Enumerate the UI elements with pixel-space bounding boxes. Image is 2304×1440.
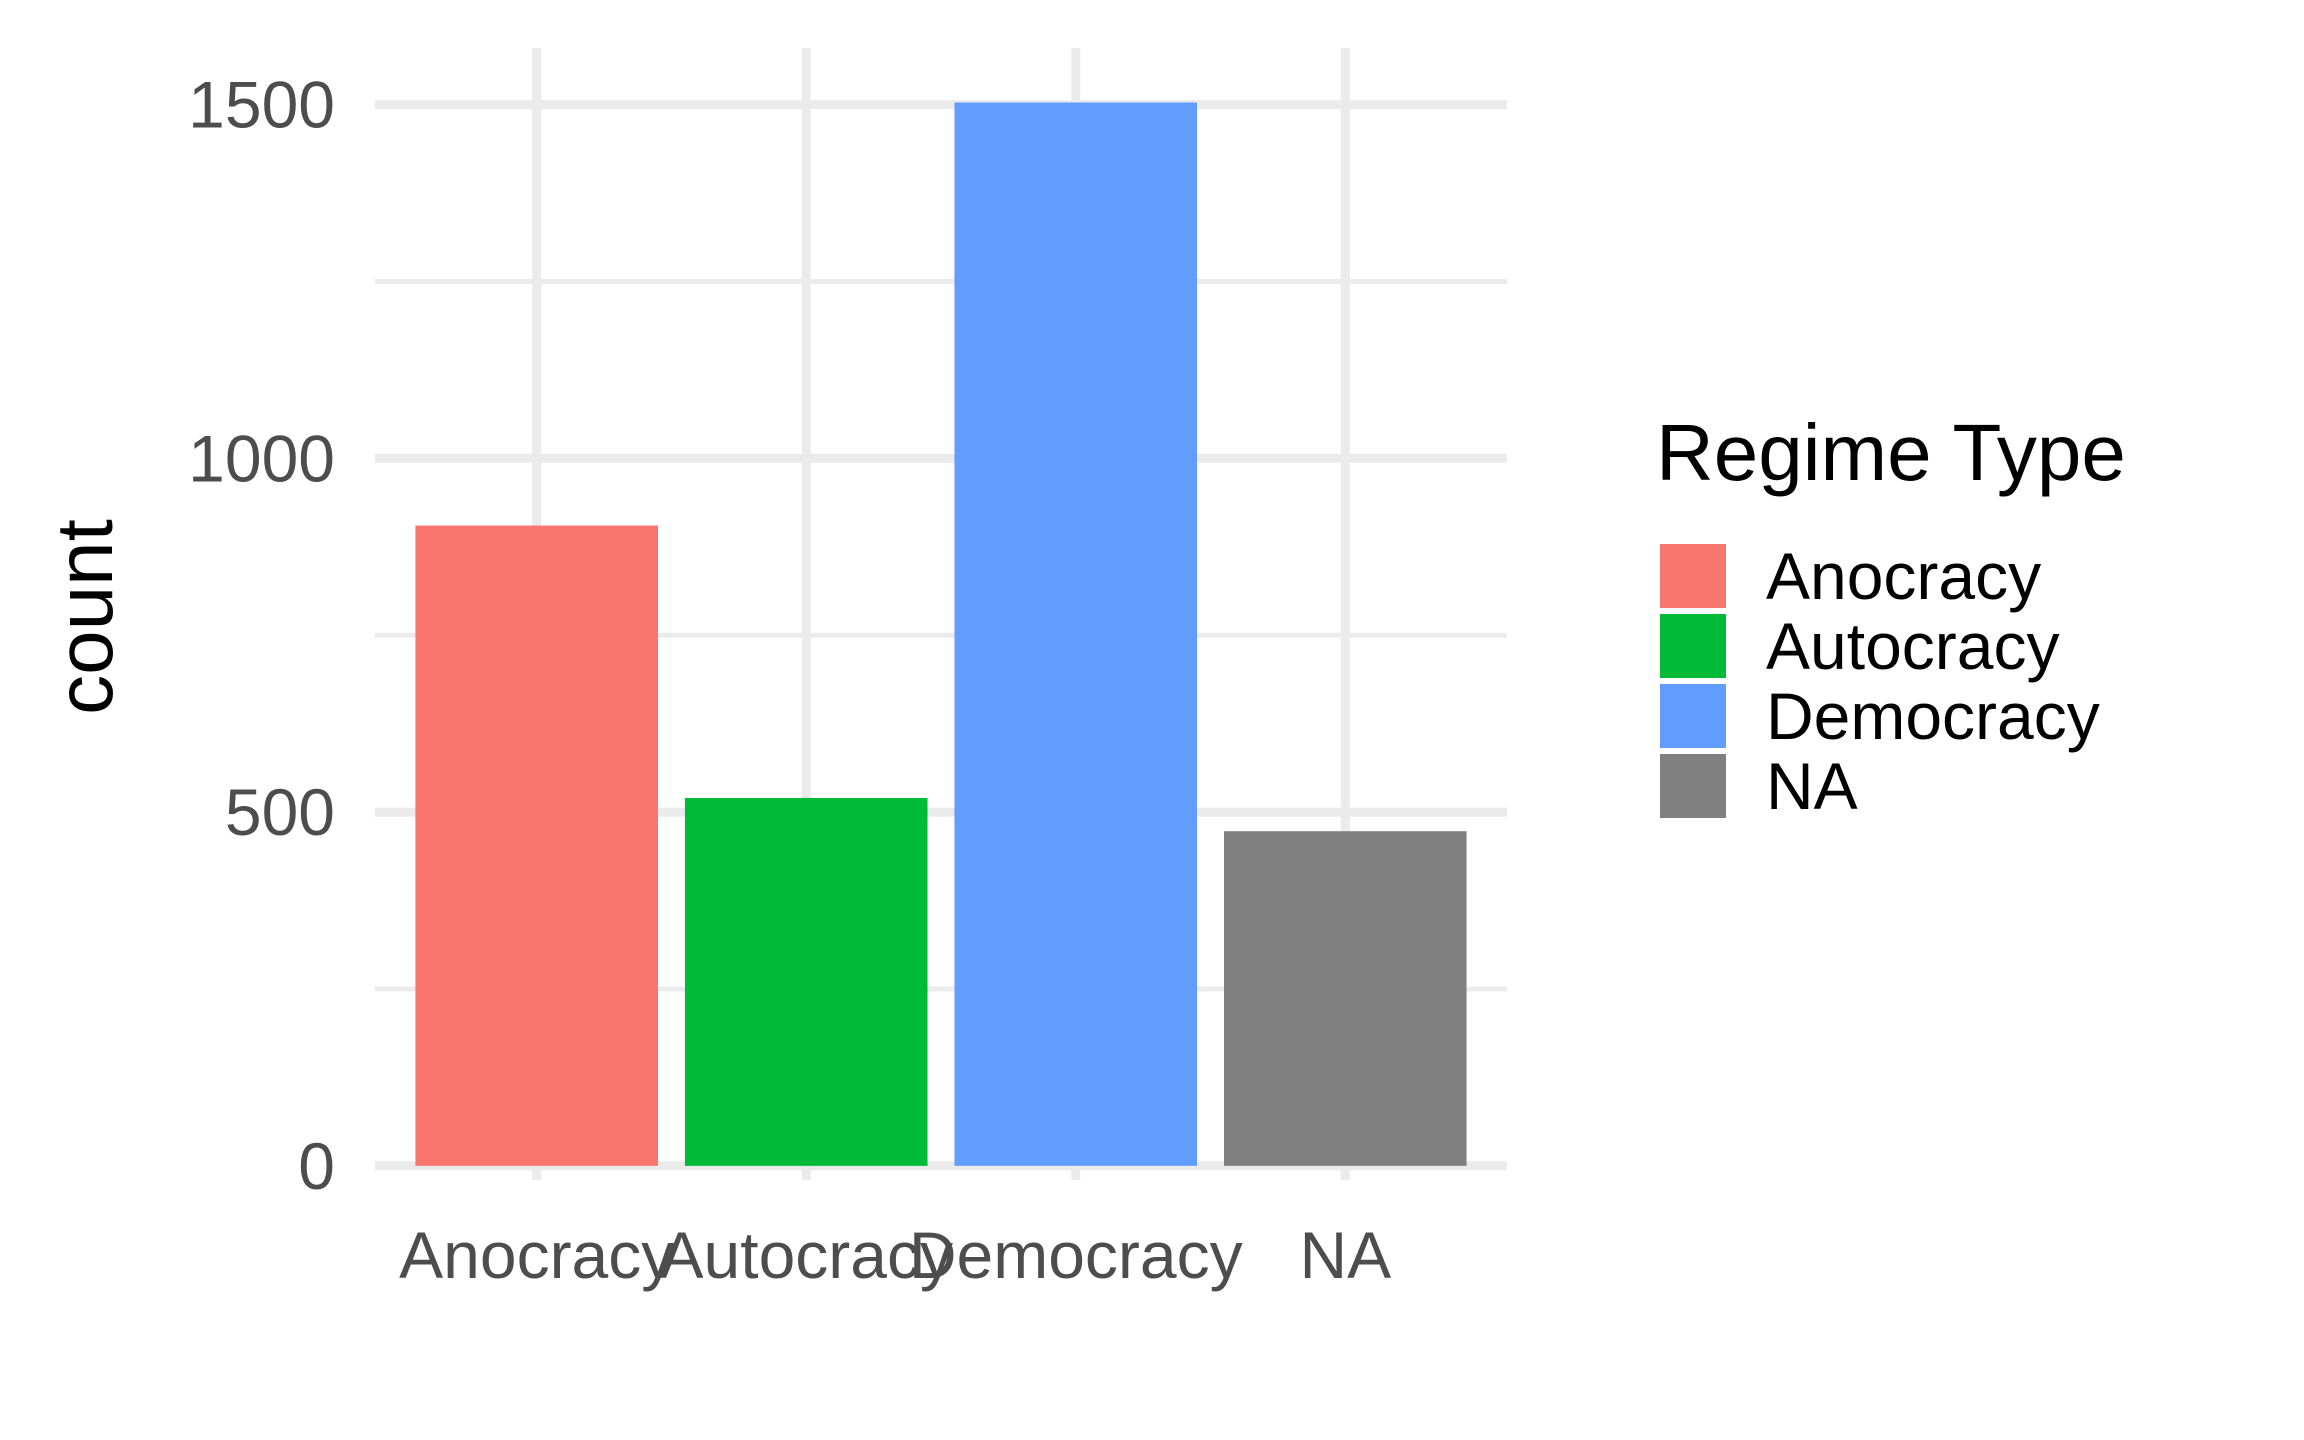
y-tick-label: 1000 — [188, 421, 335, 495]
y-axis-title: count — [40, 519, 129, 715]
bar-anocracy — [415, 525, 658, 1166]
legend-label: NA — [1766, 749, 1858, 823]
legend-key-autocracy — [1660, 614, 1726, 678]
x-tick-label: Autocracy — [660, 1218, 953, 1292]
legend-title: Regime Type — [1656, 408, 2126, 497]
legend-label: Autocracy — [1766, 609, 2059, 683]
legend-key-anocracy — [1660, 544, 1726, 608]
x-tick-label: Democracy — [909, 1218, 1243, 1292]
y-tick-label: 1500 — [188, 68, 335, 142]
bar-autocracy — [684, 797, 928, 1166]
x-tick-label: Anocracy — [399, 1218, 674, 1292]
y-tick-label: 0 — [298, 1129, 335, 1203]
legend-label: Anocracy — [1766, 539, 2041, 613]
legend-key-democracy — [1660, 684, 1726, 748]
bar-na — [1224, 831, 1467, 1166]
legend-key-na — [1660, 754, 1726, 818]
bar-democracy — [954, 102, 1198, 1166]
y-axis-ticks: 0 500 1000 1500 — [188, 68, 335, 1203]
x-tick-label: NA — [1299, 1218, 1391, 1292]
y-tick-label: 500 — [225, 775, 335, 849]
bars — [415, 102, 1467, 1166]
legend-label: Democracy — [1766, 679, 2100, 753]
